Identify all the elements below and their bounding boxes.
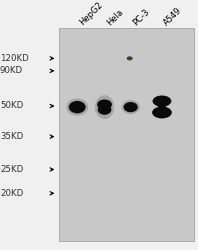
Ellipse shape bbox=[152, 96, 171, 107]
Ellipse shape bbox=[124, 102, 138, 112]
Text: 20KD: 20KD bbox=[0, 189, 23, 198]
Ellipse shape bbox=[127, 56, 133, 60]
Text: 50KD: 50KD bbox=[0, 102, 23, 110]
Text: HepG2: HepG2 bbox=[78, 0, 105, 27]
Ellipse shape bbox=[69, 101, 86, 113]
Ellipse shape bbox=[66, 98, 88, 116]
Text: A549: A549 bbox=[162, 6, 184, 27]
Text: PC-3: PC-3 bbox=[132, 7, 152, 27]
Text: Hela: Hela bbox=[105, 8, 125, 27]
Text: 90KD: 90KD bbox=[0, 66, 23, 75]
Text: 120KD: 120KD bbox=[0, 54, 29, 63]
Ellipse shape bbox=[97, 100, 112, 110]
Ellipse shape bbox=[152, 106, 172, 118]
Ellipse shape bbox=[121, 100, 140, 114]
Bar bbox=[59, 28, 194, 241]
Ellipse shape bbox=[98, 104, 111, 115]
Text: 35KD: 35KD bbox=[0, 132, 23, 141]
Text: 25KD: 25KD bbox=[0, 165, 23, 174]
Ellipse shape bbox=[95, 95, 114, 119]
Ellipse shape bbox=[158, 105, 166, 110]
